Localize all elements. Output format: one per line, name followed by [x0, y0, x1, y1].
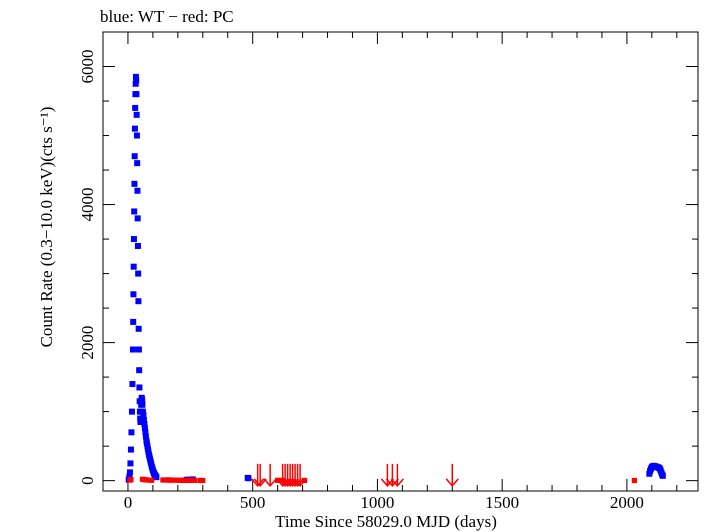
y-tick-label: 6000	[78, 50, 97, 84]
wt-data-point	[137, 415, 144, 422]
wt-data-point	[129, 346, 136, 353]
plot-frame	[102, 31, 699, 492]
wt-data-point	[127, 460, 134, 467]
y-tick-label: 2000	[78, 326, 97, 360]
x-tick-label: 0	[124, 493, 133, 512]
wt-data-point	[142, 433, 149, 440]
wt-data-point	[130, 236, 137, 243]
upper-limit-arrow	[445, 463, 459, 488]
wt-data-point	[127, 446, 134, 453]
y-axis-label: Count Rate (0.3−10.0 keV)(cts s⁻¹)	[37, 107, 56, 348]
wt-data-point	[130, 263, 137, 270]
wt-data-point	[135, 346, 142, 353]
x-tick-label: 1000	[360, 493, 394, 512]
wt-data-point	[132, 104, 139, 111]
upper-limit-arrow	[263, 463, 277, 488]
x-tick-label: 1500	[485, 493, 519, 512]
chart-title: blue: WT − red: PC	[100, 7, 234, 26]
wt-data-point	[135, 325, 142, 332]
wt-data-point	[133, 132, 140, 139]
wt-data-point	[133, 77, 140, 84]
wt-data-point	[131, 125, 138, 132]
x-tick-label: 500	[240, 493, 266, 512]
wt-data-point	[134, 160, 141, 167]
y-tick-label: 4000	[78, 188, 97, 222]
upper-limit-arrow	[293, 463, 307, 488]
wt-data-point	[131, 180, 138, 187]
wt-data-point	[131, 153, 138, 160]
wt-data-point	[133, 111, 140, 118]
pc-data-point	[631, 477, 637, 484]
pc-data-point	[149, 477, 155, 483]
wt-data-point	[130, 291, 137, 298]
data-layer	[125, 73, 666, 488]
wt-data-point	[126, 473, 133, 480]
wt-data-point	[135, 270, 142, 277]
wt-data-point	[140, 416, 147, 423]
wt-data-point	[132, 80, 139, 87]
pc-data-point	[181, 477, 187, 483]
wt-data-point	[136, 367, 143, 374]
x-tick-label: 2000	[610, 493, 644, 512]
pc-data-point	[170, 477, 176, 483]
axes-layer: 0 500 1000 1500 2000 0 2000 4000 6000	[78, 32, 698, 512]
pc-data-point	[145, 477, 152, 483]
wt-data-point	[135, 298, 142, 305]
wt-data-point	[128, 408, 135, 415]
wt-data-point	[134, 187, 141, 194]
wt-data-point	[128, 429, 135, 436]
wt-data-point	[245, 475, 252, 482]
wt-data-point	[136, 384, 143, 391]
wt-data-point	[153, 474, 160, 481]
pc-data-point	[200, 477, 206, 484]
wt-data-point	[139, 398, 146, 405]
wt-data-point	[142, 429, 149, 436]
wt-data-point	[131, 208, 138, 215]
upper-limit-arrow	[390, 463, 404, 488]
wt-data-point	[141, 425, 148, 432]
wt-data-point	[126, 469, 133, 476]
wt-data-point	[137, 418, 144, 425]
wt-data-point	[141, 421, 148, 428]
wt-data-point	[133, 91, 140, 98]
x-axis-label: Time Since 58029.0 MJD (days)	[275, 512, 497, 531]
upper-limit-arrow	[385, 463, 399, 488]
wt-data-point	[130, 318, 137, 325]
upper-limit-arrow	[253, 463, 267, 488]
pc-data-point	[192, 477, 198, 483]
wt-data-point	[140, 412, 147, 419]
wt-data-point	[659, 472, 666, 479]
wt-data-point	[129, 381, 136, 388]
upper-limit-arrow	[380, 463, 394, 488]
pc-data-point	[186, 477, 192, 483]
wt-data-point	[134, 215, 141, 222]
pc-data-point	[128, 477, 134, 483]
wt-data-point	[139, 401, 146, 408]
y-tick-label: 0	[78, 476, 97, 485]
wt-data-point	[139, 408, 146, 415]
wt-data-point	[134, 242, 141, 249]
wt-data-point	[132, 73, 139, 80]
